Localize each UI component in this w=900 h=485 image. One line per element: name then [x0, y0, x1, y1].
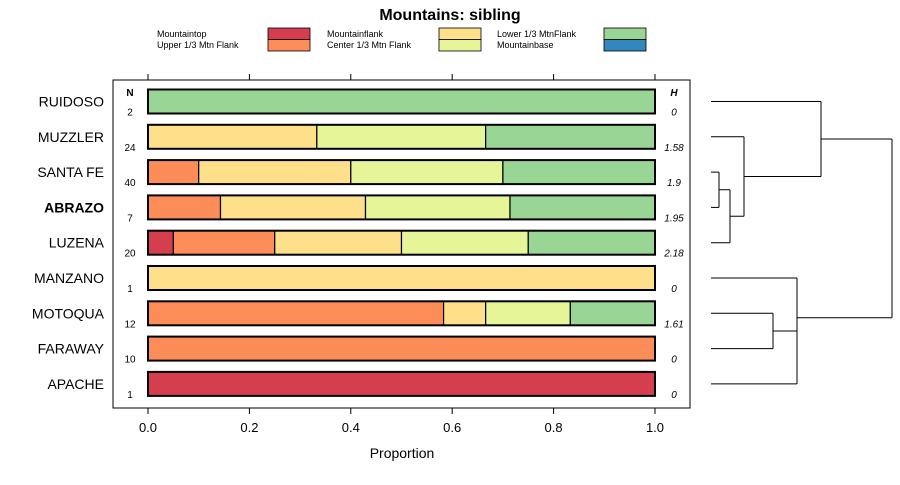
row-label: FARAWAY [38, 341, 105, 357]
legend-label: Lower 1/3 MtnFlank [497, 29, 577, 39]
bar-segment [350, 159, 504, 185]
bar-segment [569, 300, 656, 326]
row-label: RUIDOSO [39, 94, 104, 110]
bar-outline [147, 335, 656, 362]
x-tick-label: 0.4 [342, 420, 360, 435]
row-h-value: 2.18 [663, 249, 684, 260]
row-label: MOTOQUA [32, 305, 105, 321]
legend-swatch [267, 27, 311, 40]
x-axis-label: Proportion [370, 445, 435, 461]
row-h-value: 1.95 [664, 213, 684, 224]
bar-outline [147, 159, 656, 186]
bar-segment [274, 230, 403, 256]
row-n-value: 10 [124, 355, 136, 366]
bar-segment [172, 230, 276, 256]
h-column-header: H [670, 88, 678, 99]
bar-segment [485, 124, 656, 150]
bar-segment [502, 159, 656, 185]
row-n-value: 24 [124, 143, 136, 154]
x-tick-label: 0.2 [240, 420, 258, 435]
row-n-value: 7 [127, 213, 133, 224]
row-h-value: 1.58 [664, 143, 684, 154]
row-n-value: 40 [124, 178, 136, 189]
row-n-value: 12 [124, 319, 136, 330]
row-h-value: 0 [671, 108, 677, 119]
bar-outline [147, 229, 656, 256]
bar-segment [147, 300, 445, 326]
bar-segment [219, 194, 367, 220]
bar-segment [147, 88, 656, 115]
row-h-value: 0 [671, 284, 677, 295]
bar-segment [147, 159, 200, 185]
bar-segment [364, 194, 511, 220]
x-tick-label: 1.0 [646, 420, 664, 435]
row-n-value: 1 [127, 390, 133, 401]
row-n-value: 20 [124, 249, 136, 260]
bar-segment [442, 300, 487, 326]
bar-segment [527, 230, 656, 256]
row-label: APACHE [47, 376, 104, 392]
row-label: SANTA FE [37, 164, 104, 180]
bar-segment [400, 230, 529, 256]
bar-outline [147, 300, 656, 327]
bar-outline [147, 194, 656, 221]
bar-outline [147, 265, 656, 291]
row-h-value: 1.61 [664, 319, 683, 330]
legend-label: Upper 1/3 Mtn Flank [157, 40, 239, 50]
legend-swatch [438, 27, 482, 40]
bar-outline [147, 123, 656, 150]
x-tick-label: 0.0 [139, 420, 157, 435]
bar-segment [147, 230, 174, 256]
bar-segment [147, 265, 656, 291]
row-n-value: 2 [127, 108, 133, 119]
row-label: LUZENA [49, 235, 105, 251]
chart-title: Mountains: sibling [379, 7, 520, 24]
bar-segment [485, 300, 571, 326]
legend-label: Center 1/3 Mtn Flank [327, 40, 412, 50]
row-h-value: 0 [671, 355, 677, 366]
legend-swatch [603, 27, 647, 40]
bar-segment [147, 371, 656, 397]
dendrogram [711, 101, 893, 385]
row-label: MANZANO [34, 270, 104, 286]
n-column-header: N [126, 88, 133, 99]
bar-segment [147, 124, 318, 150]
row-h-value: 1.9 [667, 178, 681, 189]
bar-outline [147, 88, 656, 115]
legend-label: Mountainflank [327, 29, 384, 39]
bar-segment [316, 124, 487, 150]
legend-label: Mountaintop [157, 29, 207, 39]
legend-swatch [603, 39, 647, 52]
bar-segment [198, 159, 352, 185]
plot-frame [112, 79, 691, 409]
legend-swatch [267, 39, 311, 52]
row-h-value: 0 [671, 390, 677, 401]
bar-segment [509, 194, 656, 220]
bar-segment [147, 194, 222, 220]
legend-swatch [438, 39, 482, 52]
bar-outline [147, 370, 656, 397]
x-axis: 0.0 0.2 0.4 0.6 0.8 1.0 [139, 74, 664, 435]
x-tick-label: 0.6 [443, 420, 461, 435]
legend-label: Mountainbase [497, 40, 554, 50]
row-label: ABRAZO [44, 199, 104, 215]
row-label: MUZZLER [38, 129, 104, 145]
row-n-value: 1 [127, 284, 133, 295]
bar-segment [147, 336, 656, 362]
x-tick-label: 0.8 [545, 420, 563, 435]
